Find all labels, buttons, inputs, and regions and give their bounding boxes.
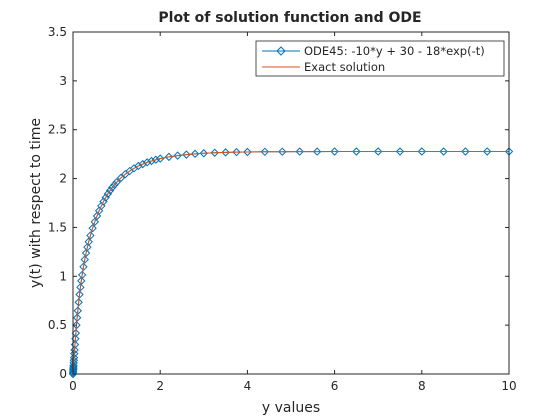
data-point-marker (103, 189, 113, 199)
data-point-marker (417, 147, 427, 156)
y-tick-label: 1 (59, 269, 67, 283)
data-point-marker (395, 147, 405, 156)
data-point-marker (232, 147, 241, 157)
data-point-marker (88, 224, 97, 233)
x-tick-label: 0 (69, 379, 77, 393)
data-point-marker (182, 150, 191, 159)
data-point-marker (210, 148, 219, 157)
data-point-marker (86, 231, 95, 240)
y-tick-label: 1.5 (48, 220, 67, 234)
y-axis-ticks: 0 0.5 1 1.5 2 2.5 3 3.5 (48, 25, 509, 381)
series-line-1 (72, 151, 509, 375)
data-point-marker (108, 183, 117, 192)
y-tick-label: 3.5 (48, 25, 67, 39)
axes-frame (72, 31, 510, 375)
axes-box (73, 32, 509, 374)
x-tick-label: 6 (331, 379, 339, 393)
data-point-marker (151, 155, 161, 164)
y-tick-label: 2 (59, 172, 67, 186)
data-point-marker (83, 242, 92, 252)
legend-label-ode45: ODE45: -10*y + 30 - 18*exp(-t) (304, 44, 485, 58)
data-point-marker (92, 211, 102, 221)
data-point-marker (352, 147, 361, 156)
data-point-marker (155, 154, 165, 163)
data-point-marker (110, 180, 119, 190)
y-tick-label: 0 (59, 367, 67, 381)
data-point-marker (164, 152, 174, 162)
data-point-marker (79, 262, 88, 272)
data-point-marker (173, 151, 182, 160)
data-point-marker (243, 147, 252, 157)
data-point-marker (90, 217, 100, 227)
data-point-marker (112, 178, 121, 187)
x-tick-label: 8 (418, 379, 426, 393)
series-layer (68, 147, 514, 379)
legend-label-exact: Exact solution (304, 60, 385, 74)
y-axis-label: y(t) with respect to time (28, 118, 44, 288)
data-point-marker (77, 270, 87, 280)
data-point-marker (101, 193, 110, 202)
x-axis-label: y values (262, 400, 320, 416)
data-point-marker (482, 147, 492, 156)
legend: ODE45: -10*y + 30 - 18*exp(-t) Exact sol… (255, 40, 505, 77)
chart-title: Plot of solution function and ODE (158, 10, 421, 26)
data-point-marker (312, 147, 322, 156)
data-point-marker (116, 173, 126, 183)
data-point-marker (295, 147, 304, 156)
y-tick-label: 3 (59, 74, 67, 88)
data-point-marker (80, 255, 89, 264)
y-tick-label: 0.5 (48, 318, 67, 332)
data-point-marker (105, 186, 115, 195)
y-tick-label: 2.5 (48, 123, 67, 137)
data-point-marker (461, 147, 470, 156)
x-axis-ticks: 0 2 4 6 8 10 (69, 32, 517, 393)
legend-marker-ode45 (276, 46, 286, 56)
plot-area (68, 31, 514, 379)
legend-box (255, 40, 505, 77)
data-point-marker (199, 149, 209, 158)
x-tick-label: 10 (501, 379, 516, 393)
data-point-marker (84, 237, 93, 246)
data-point-marker (221, 148, 230, 157)
data-point-marker (190, 149, 200, 159)
data-point-marker (373, 147, 383, 156)
data-point-marker (278, 147, 287, 156)
data-point-marker (330, 147, 339, 156)
data-point-marker (439, 147, 448, 156)
data-point-marker (81, 248, 91, 258)
x-tick-label: 2 (156, 379, 164, 393)
data-point-marker (260, 147, 270, 157)
x-tick-label: 4 (244, 379, 252, 393)
